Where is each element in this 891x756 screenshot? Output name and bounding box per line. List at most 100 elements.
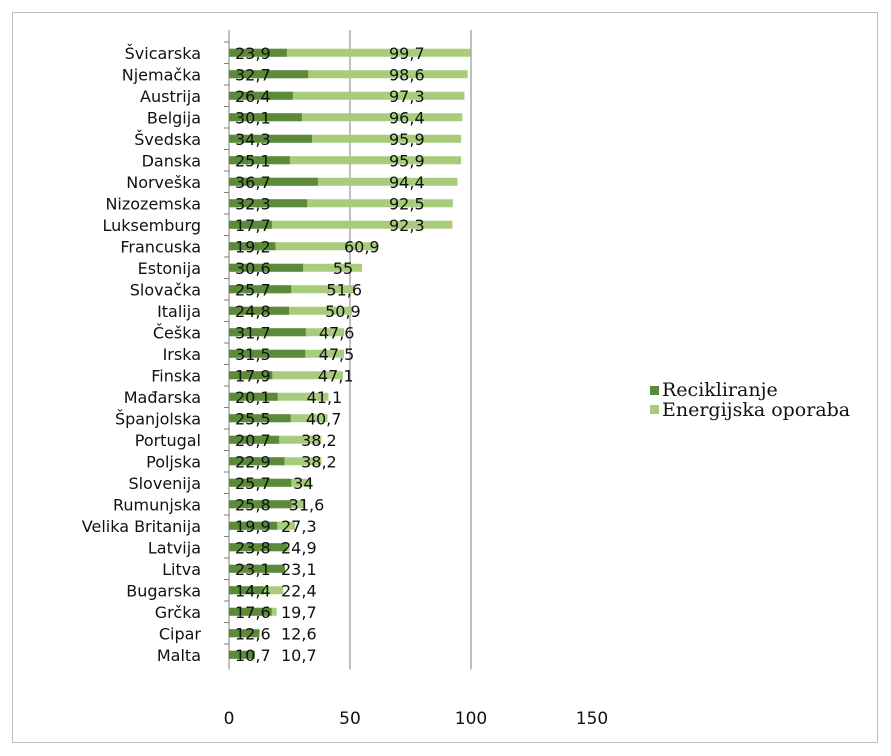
bar-recikliranje — [229, 521, 278, 530]
data-label-recikliranje: 22,9 — [235, 452, 271, 471]
bar-recikliranje — [229, 500, 292, 509]
data-label-energijska-oporaba: 92,3 — [389, 216, 425, 235]
category-label: Španjolska — [115, 409, 201, 428]
data-label-energijska-oporaba: 10,7 — [281, 646, 317, 665]
bar-recikliranje — [229, 242, 276, 251]
bar-recikliranje — [229, 70, 309, 79]
bar-recikliranje — [229, 586, 264, 595]
bar-energijska-oporaba — [229, 306, 353, 315]
data-label-energijska-oporaba: 95,9 — [389, 151, 425, 170]
data-label-energijska-oporaba: 38,2 — [301, 431, 337, 450]
data-label-energijska-oporaba: 24,9 — [281, 538, 317, 557]
bar-energijska-oporaba — [229, 177, 458, 186]
bar-recikliranje — [229, 607, 272, 616]
bar-recikliranje — [229, 564, 285, 573]
data-label-recikliranje: 36,7 — [235, 173, 271, 192]
data-label-recikliranje: 14,4 — [235, 581, 271, 600]
x-tick-label: 150 — [576, 709, 608, 729]
data-label-recikliranje: 17,7 — [235, 216, 271, 235]
legend-label-recikliranje: Recikliranje — [662, 379, 778, 401]
bar-recikliranje — [229, 371, 273, 380]
data-label-energijska-oporaba: 34 — [293, 474, 313, 493]
data-label-energijska-oporaba: 47,6 — [319, 323, 355, 342]
bar-recikliranje — [229, 156, 290, 165]
data-label-recikliranje: 32,7 — [235, 65, 271, 84]
category-label: Slovenija — [128, 474, 201, 493]
bar-energijska-oporaba — [229, 134, 462, 143]
data-label-recikliranje: 31,5 — [235, 345, 271, 364]
bar-recikliranje — [229, 650, 255, 659]
bar-energijska-oporaba — [229, 70, 468, 79]
data-label-recikliranje: 25,7 — [235, 474, 271, 493]
data-label-energijska-oporaba: 47,5 — [319, 345, 355, 364]
bar-energijska-oporaba — [229, 242, 377, 251]
bar-recikliranje — [229, 134, 313, 143]
category-label: Švedska — [134, 130, 201, 149]
data-label-energijska-oporaba: 38,2 — [301, 452, 337, 471]
legend-swatch-energijska-oporaba — [650, 405, 659, 414]
x-tick-label: 100 — [455, 709, 487, 729]
data-label-energijska-oporaba: 41,1 — [307, 388, 343, 407]
x-tick-label: 50 — [339, 709, 361, 729]
category-label: Belgija — [147, 108, 201, 127]
data-label-recikliranje: 30,6 — [235, 259, 271, 278]
data-label-energijska-oporaba: 19,7 — [281, 603, 317, 622]
bar-recikliranje — [229, 91, 293, 100]
category-label: Švicarska — [125, 44, 201, 63]
category-label: Austrija — [140, 87, 201, 106]
data-label-energijska-oporaba: 12,6 — [281, 624, 317, 643]
category-label: Latvija — [148, 538, 201, 557]
bar-recikliranje — [229, 457, 285, 466]
category-label: Francuska — [120, 237, 201, 256]
bar-recikliranje — [229, 328, 306, 337]
category-label: Finska — [151, 366, 201, 385]
bar-recikliranje — [229, 113, 302, 122]
category-label: Njemačka — [122, 65, 201, 84]
data-label-recikliranje: 20,7 — [235, 431, 271, 450]
data-label-recikliranje: 26,4 — [235, 87, 271, 106]
data-label-recikliranje: 23,8 — [235, 538, 271, 557]
data-label-energijska-oporaba: 27,3 — [281, 517, 317, 536]
category-label: Estonija — [138, 259, 201, 278]
bar-recikliranje — [229, 478, 292, 487]
bar-energijska-oporaba — [229, 392, 329, 401]
data-label-energijska-oporaba: 60,9 — [344, 237, 380, 256]
category-label: Bugarska — [126, 581, 201, 600]
data-label-energijska-oporaba: 51,6 — [326, 280, 362, 299]
bar-recikliranje — [229, 285, 292, 294]
bar-recikliranje — [229, 629, 260, 638]
x-tick-label: 0 — [224, 709, 235, 729]
bar-energijska-oporaba — [229, 113, 463, 122]
category-label: Rumunjska — [113, 495, 201, 514]
data-label-recikliranje: 30,1 — [235, 108, 271, 127]
data-label-energijska-oporaba: 96,4 — [389, 108, 425, 127]
data-label-recikliranje: 19,9 — [235, 517, 271, 536]
data-label-energijska-oporaba: 50,9 — [325, 302, 361, 321]
bar-recikliranje — [229, 392, 278, 401]
bar-energijska-oporaba — [229, 48, 471, 57]
data-label-energijska-oporaba: 47,1 — [318, 366, 354, 385]
category-label: Portugal — [135, 431, 201, 450]
data-label-recikliranje: 31,7 — [235, 323, 271, 342]
bar-energijska-oporaba — [229, 285, 354, 294]
data-label-energijska-oporaba: 95,9 — [389, 130, 425, 149]
data-label-recikliranje: 34,3 — [235, 130, 271, 149]
bar-recikliranje — [229, 177, 318, 186]
bar-energijska-oporaba — [229, 91, 465, 100]
bar-recikliranje — [229, 435, 280, 444]
category-label: Cipar — [159, 624, 202, 643]
data-label-recikliranje: 19,2 — [235, 237, 271, 256]
data-label-recikliranje: 23,1 — [235, 560, 271, 579]
bar-recikliranje — [229, 543, 287, 552]
category-label: Danska — [142, 151, 201, 170]
data-label-energijska-oporaba: 40,7 — [306, 409, 342, 428]
data-label-energijska-oporaba: 22,4 — [281, 581, 317, 600]
bar-energijska-oporaba — [229, 199, 453, 208]
data-label-recikliranje: 25,8 — [235, 495, 271, 514]
data-label-energijska-oporaba: 94,4 — [389, 173, 425, 192]
data-label-recikliranje: 32,3 — [235, 194, 271, 213]
data-label-recikliranje: 23,9 — [235, 44, 271, 63]
legend-label-energijska-oporaba: Energijska oporaba — [662, 399, 850, 421]
data-label-energijska-oporaba: 98,6 — [389, 65, 425, 84]
